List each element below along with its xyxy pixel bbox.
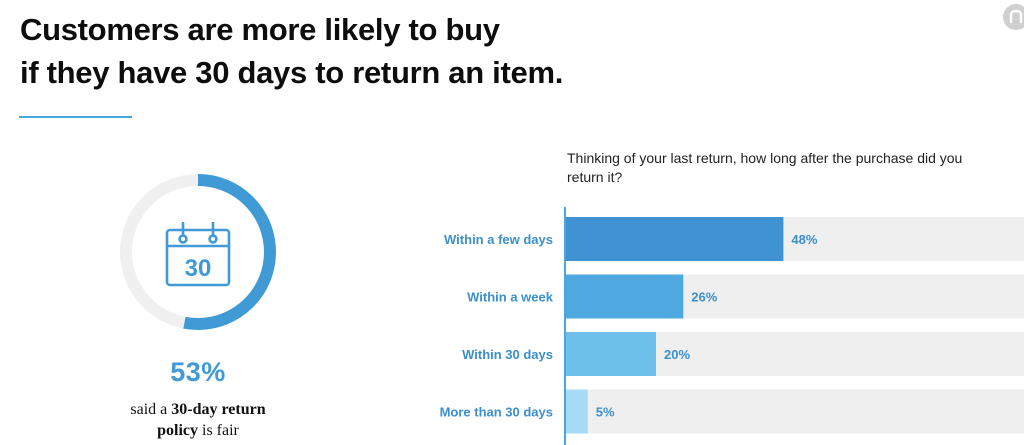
percent-ring-gauge: 30 [120,174,276,330]
bar [565,217,784,261]
caption-prefix: said a [130,401,172,418]
value-label: 26% [691,290,717,305]
calendar-day-number: 30 [185,255,212,282]
value-label: 48% [791,232,817,247]
category-label: More than 30 days [440,405,553,420]
category-label: Within 30 days [462,347,553,362]
bar-track [565,389,1024,434]
headline-divider [19,116,132,118]
headline-line-1: Customers are more likely to buy [20,12,500,47]
caption-bold-2: policy [157,422,198,439]
value-label: 20% [664,347,690,362]
headline-line-2: if they have 30 days to return an item. [20,55,564,90]
bar [565,332,656,376]
headline: Customers are more likely to buy if they… [20,8,780,94]
value-label: 5% [596,405,615,420]
bar [565,274,684,319]
calendar-icon [165,222,231,287]
category-label: Within a week [467,290,554,305]
bar [565,389,588,434]
category-label: Within a few days [444,232,553,247]
chart-title: Thinking of your last return, how long a… [567,150,963,185]
caption-bold-1: 30-day return [171,401,266,418]
stat-caption: said a 30-day return policy is fair [78,399,318,441]
gauge-arc [120,174,276,330]
caption-suffix: is fair [198,422,239,439]
corner-logo-icon [1003,4,1024,30]
stat-percent: 53% [170,357,226,387]
